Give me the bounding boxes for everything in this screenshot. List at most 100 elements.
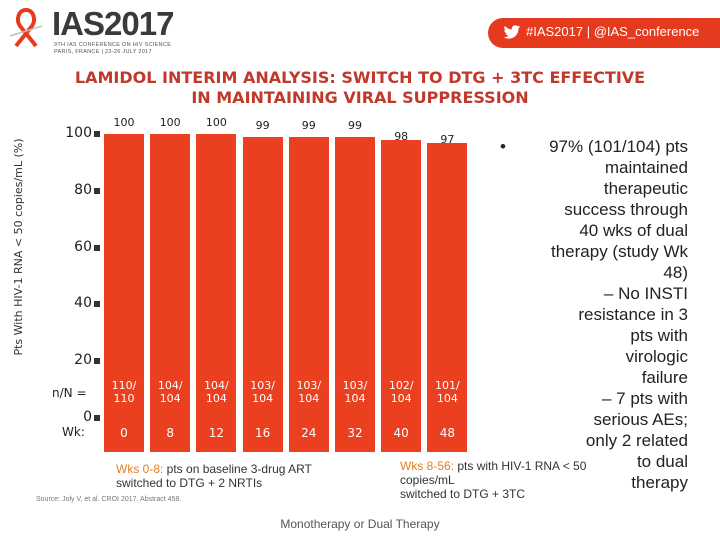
left-note-line-2: switched to DTG + 2 NRTIs xyxy=(116,476,263,490)
bar xyxy=(242,136,283,452)
bar-value-label: 99 xyxy=(301,118,316,132)
n-value-line: 104 xyxy=(390,392,412,405)
bar xyxy=(335,136,375,452)
n-value-line: 103/ xyxy=(250,379,275,392)
y-tick-mark xyxy=(94,301,100,308)
y-tick-label: 0 xyxy=(83,409,92,425)
n-value-line: 104 xyxy=(205,392,227,405)
week-label: 40 xyxy=(393,426,409,440)
n-value-line: 104 xyxy=(344,392,366,405)
bar-value-label: 100 xyxy=(159,116,181,129)
n-value: 103/104 xyxy=(335,379,375,405)
bullet-line: to dual xyxy=(636,452,688,471)
left-note-highlight: Wks 0-8: xyxy=(116,462,164,476)
n-value: 110/110 xyxy=(104,379,144,405)
week-label: 12 xyxy=(208,426,225,440)
hashtag-banner xyxy=(488,18,720,48)
left-note: Wks 0-8: pts on baseline 3-drug ART swit… xyxy=(116,462,312,490)
n-value-line: 101/ xyxy=(435,379,460,392)
y-tick-label: 80 xyxy=(74,181,92,198)
week-label: 8 xyxy=(166,426,174,440)
y-axis-label: Pts With HIV-1 RNA < 50 copies/mL (%) xyxy=(12,138,25,356)
bullet-line: 97% (101/104) pts xyxy=(549,137,688,156)
bar xyxy=(288,136,329,452)
week-label: 24 xyxy=(301,426,317,440)
bar xyxy=(196,134,237,452)
n-value-line: 104/ xyxy=(204,379,229,392)
logo-title: IAS2017 xyxy=(52,5,174,42)
bullet-line: success through xyxy=(564,200,688,219)
right-note-highlight: Wks 8-56: xyxy=(400,459,455,473)
bar-value-label: 99 xyxy=(348,118,362,132)
twitter-bird-icon xyxy=(503,25,521,39)
n-value: 103/104 xyxy=(289,379,329,405)
bar-value-label: 97 xyxy=(440,132,455,146)
logo-subtitle-2: PARIS, FRANCE | 23-26 JULY 2017 xyxy=(54,49,152,55)
bullet-line: therapy (study Wk xyxy=(551,242,688,261)
right-note-line-2: copies/mL xyxy=(400,473,455,487)
y-tick-mark xyxy=(94,187,100,194)
week-row-label: Wk: xyxy=(62,425,85,439)
bullet-line: only 2 related xyxy=(585,431,688,450)
n-value: 104/104 xyxy=(150,379,190,405)
n-value-line: 104 xyxy=(298,392,320,405)
y-tick-label: 40 xyxy=(74,295,92,312)
n-value: 104/104 xyxy=(196,379,236,405)
bullet-line: 48) xyxy=(663,263,688,282)
bullet-line: – No INSTI xyxy=(603,284,688,303)
bar-value-label: 100 xyxy=(205,116,227,129)
hashtag-text: #IAS2017 | @IAS_conference xyxy=(526,24,700,39)
right-note: Wks 8-56: pts with HIV-1 RNA < 50 copies… xyxy=(400,459,586,501)
n-value-line: 104 xyxy=(159,392,181,405)
source-citation: Source: Joly V, et al. CROI 2017. Abstra… xyxy=(36,496,182,503)
bullet-line: 40 wks of dual xyxy=(579,221,688,240)
bar xyxy=(427,142,468,452)
bullet-line: therapeutic xyxy=(603,179,688,198)
y-tick-label: 100 xyxy=(65,125,92,141)
bullet-line: pts with xyxy=(630,326,688,345)
bar xyxy=(381,139,422,452)
y-tick-label: 20 xyxy=(74,352,92,369)
bar xyxy=(104,134,144,452)
n-value: 101/104 xyxy=(427,379,467,405)
bullet-line: resistance in 3 xyxy=(578,305,688,324)
n-value-line: 103/ xyxy=(296,379,322,392)
n-value-line: 104 xyxy=(436,392,458,405)
y-tick-mark xyxy=(94,244,100,251)
n-row-label: n/N = xyxy=(52,386,87,400)
aids-ribbon-icon xyxy=(9,8,43,48)
y-tick-mark xyxy=(94,415,100,421)
bar xyxy=(150,134,191,452)
n-value-line: 110/ xyxy=(111,379,137,392)
bar-value-label: 100 xyxy=(113,116,135,129)
bullet-line: serious AEs; xyxy=(593,410,689,429)
right-note-line-3: switched to DTG + 3TC xyxy=(400,487,526,501)
bullet-line: failure xyxy=(641,368,688,387)
n-value-line: 104/ xyxy=(157,379,183,392)
n-value-line: 104 xyxy=(252,392,274,405)
bullet-line: – 7 pts with xyxy=(602,389,688,408)
y-tick-mark xyxy=(94,358,100,365)
right-note-line-1: pts with HIV-1 RNA < 50 xyxy=(454,459,587,473)
n-value: 103/104 xyxy=(243,379,283,405)
bullet-line: virologic xyxy=(625,347,688,366)
week-label: 16 xyxy=(254,426,271,440)
left-note-line-1: pts on baseline 3-drug ART xyxy=(163,462,312,476)
n-value-line: 103/ xyxy=(342,379,368,392)
bullet-line: maintained xyxy=(604,158,688,177)
logo-subtitle-1: 9TH IAS CONFERENCE ON HIV SCIENCE xyxy=(54,42,172,48)
slide-title-line-1: LAMIDOL INTERIM ANALYSIS: SWITCH TO DTG … xyxy=(74,68,646,87)
bullet-dot: • xyxy=(500,137,506,156)
n-value-line: 102/ xyxy=(388,379,414,392)
slide-footer: Monotherapy or Dual Therapy xyxy=(280,517,440,531)
week-label: 48 xyxy=(439,426,456,440)
bar-value-label: 98 xyxy=(394,129,409,143)
bar-value-label: 99 xyxy=(255,118,270,132)
week-label: 32 xyxy=(347,426,363,440)
bullet-line: therapy xyxy=(631,473,688,492)
n-value: 102/104 xyxy=(381,379,421,405)
slide-title-line-2: IN MAINTAINING VIRAL SUPPRESSION xyxy=(191,88,529,107)
week-label: 0 xyxy=(120,426,128,440)
n-value-line: 110 xyxy=(113,392,135,405)
y-tick-label: 60 xyxy=(74,238,92,255)
